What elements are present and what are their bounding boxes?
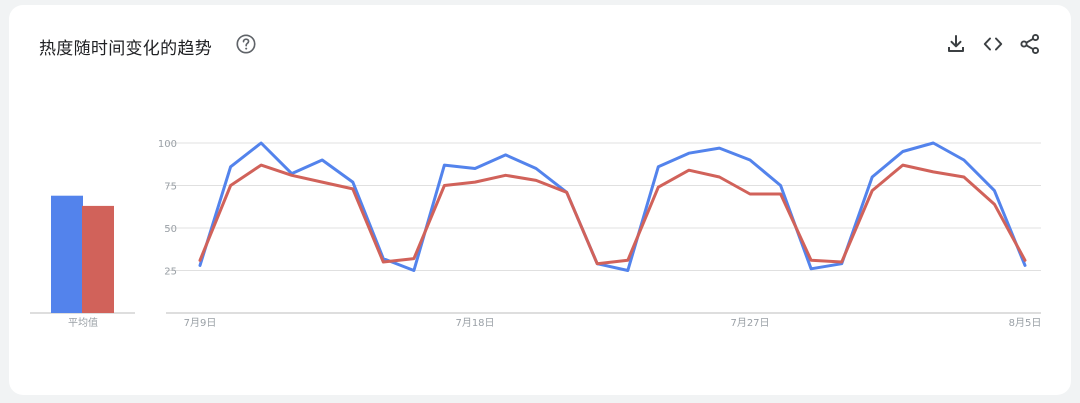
x-tick-label: 7月27日 [730,317,769,329]
average-bar-2 [82,205,114,313]
average-bar-1 [51,195,83,313]
series-2-line [198,163,1027,266]
series-1-line [198,141,1027,272]
share-icon[interactable] [1018,32,1042,56]
chart-card: 热度随时间变化的趋势 [9,5,1071,395]
y-tick-label: 100 [158,139,177,150]
average-label: 平均值 [68,316,98,329]
download-icon[interactable] [944,32,968,56]
x-tick-label: 7月18日 [455,317,494,329]
y-tick-label: 50 [164,224,177,235]
code-icon[interactable] [981,32,1005,56]
x-tick-label: 7月9日 [184,317,217,329]
page-title: 热度随时间变化的趋势 [39,39,212,59]
x-tick-label: 8月5日 [1009,317,1042,329]
y-tick-label: 25 [164,267,177,278]
y-tick-label: 75 [164,182,177,193]
help-circle-icon[interactable] [235,33,257,55]
